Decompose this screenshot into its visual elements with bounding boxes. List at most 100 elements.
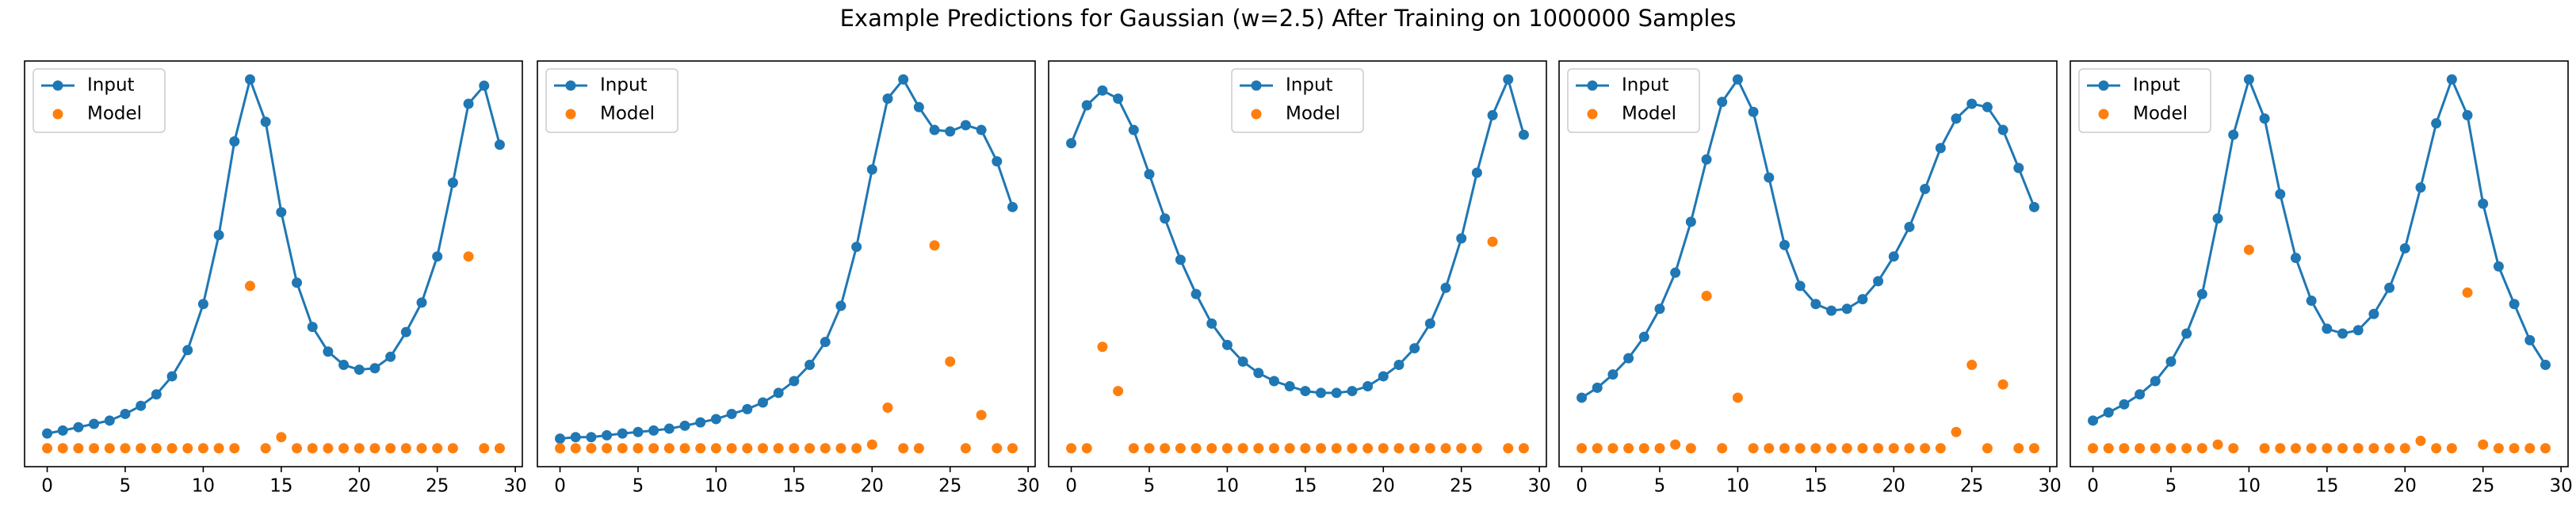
- data-point: [2462, 109, 2473, 120]
- data-point: [2181, 328, 2192, 339]
- data-point: [2540, 360, 2551, 371]
- data-point: [1378, 371, 1389, 382]
- x-tick-label: 20: [1882, 476, 1905, 497]
- data-point: [1920, 184, 1931, 195]
- data-point: [570, 432, 581, 443]
- data-point: [1810, 443, 1821, 454]
- data-point: [42, 443, 53, 454]
- legend-label: Model: [1286, 104, 1340, 124]
- data-point: [1268, 376, 1279, 387]
- data-point: [882, 93, 893, 104]
- data-point: [1779, 239, 1790, 250]
- x-tick-label: 10: [2238, 476, 2261, 497]
- figure-title: Example Predictions for Gaussian (w=2.5)…: [840, 5, 1737, 32]
- data-point: [679, 443, 690, 454]
- data-point: [2384, 443, 2395, 454]
- data-point: [42, 428, 53, 439]
- data-point: [2088, 415, 2099, 426]
- data-point: [1113, 93, 1124, 104]
- data-point: [307, 443, 318, 454]
- data-point: [1363, 381, 1374, 392]
- data-point: [1592, 382, 1603, 393]
- data-point: [1221, 339, 1233, 350]
- data-point: [1081, 443, 1092, 454]
- legend-marker: [2098, 80, 2109, 91]
- x-tick-label: 30: [2039, 476, 2062, 497]
- data-point: [1347, 386, 1358, 397]
- data-point: [1007, 443, 1018, 454]
- data-point: [2524, 443, 2536, 454]
- x-tick-label: 20: [348, 476, 371, 497]
- axes-frame: [537, 60, 1036, 467]
- data-point: [213, 443, 224, 454]
- data-point: [1331, 443, 1342, 454]
- data-point: [338, 443, 350, 454]
- data-point: [1577, 392, 1588, 403]
- data-point: [1717, 97, 1728, 108]
- data-point: [586, 443, 597, 454]
- data-point: [960, 120, 971, 131]
- data-point: [447, 443, 458, 454]
- x-tick-label: 5: [1654, 476, 1666, 497]
- data-point: [2415, 182, 2426, 193]
- data-point: [120, 408, 131, 419]
- data-point: [1607, 369, 1619, 380]
- data-point: [2165, 356, 2177, 367]
- data-point: [57, 443, 68, 454]
- data-point: [1363, 443, 1374, 454]
- data-point: [1191, 443, 1202, 454]
- data-point: [1654, 443, 1665, 454]
- data-point: [1982, 443, 1993, 454]
- data-point: [2524, 334, 2536, 345]
- data-point: [742, 403, 753, 414]
- data-point: [244, 74, 255, 85]
- data-point: [757, 443, 768, 454]
- data-point: [695, 417, 706, 428]
- data-point: [1221, 443, 1233, 454]
- data-point: [2275, 443, 2286, 454]
- data-point: [1487, 109, 1498, 120]
- data-point: [2028, 443, 2039, 454]
- data-point: [73, 422, 84, 433]
- data-point: [57, 425, 68, 436]
- data-point: [432, 251, 443, 262]
- data-point: [2322, 443, 2333, 454]
- data-point: [617, 443, 628, 454]
- data-point: [104, 443, 115, 454]
- data-point: [1191, 288, 1202, 299]
- legend-marker: [1587, 109, 1598, 120]
- x-tick-label: 0: [1576, 476, 1588, 497]
- x-tick-label: 30: [504, 476, 527, 497]
- data-point: [338, 360, 350, 371]
- x-tick-label: 0: [2087, 476, 2099, 497]
- data-point: [663, 443, 675, 454]
- data-point: [1717, 443, 1728, 454]
- data-point: [369, 443, 380, 454]
- data-point: [695, 443, 706, 454]
- data-point: [570, 443, 581, 454]
- data-point: [1518, 129, 1529, 140]
- data-point: [1393, 360, 1405, 371]
- data-point: [1160, 213, 1171, 224]
- data-point: [2399, 242, 2410, 254]
- axes-frame: [1558, 60, 2058, 467]
- data-point: [2119, 399, 2130, 410]
- legend-marker: [565, 80, 576, 91]
- legend-label: Input: [600, 75, 648, 96]
- data-point: [2462, 287, 2473, 298]
- x-tick-label: 5: [120, 476, 132, 497]
- data-point: [1007, 201, 1018, 212]
- data-point: [1748, 443, 1759, 454]
- data-point: [1841, 443, 1852, 454]
- data-point: [2446, 74, 2457, 85]
- data-point: [1175, 254, 1186, 265]
- data-point: [494, 443, 505, 454]
- data-point: [1748, 106, 1759, 117]
- data-point: [2384, 282, 2395, 293]
- data-point: [851, 443, 862, 454]
- data-point: [2322, 323, 2333, 334]
- data-point: [166, 443, 178, 454]
- data-point: [602, 429, 613, 441]
- data-point: [929, 240, 940, 251]
- data-point: [2212, 213, 2223, 224]
